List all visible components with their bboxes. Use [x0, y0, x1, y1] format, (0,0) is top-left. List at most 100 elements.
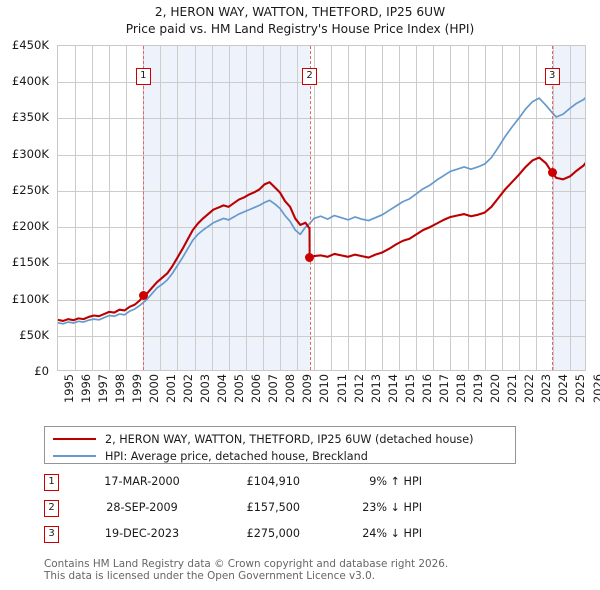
x-axis-tick-label: 2015 — [402, 374, 417, 403]
sale-marker-label-1[interactable]: 1 — [135, 68, 151, 85]
x-axis-tick-label: 2003 — [198, 374, 213, 403]
sale-marker-label-2[interactable]: 2 — [302, 68, 318, 85]
transaction-index-badge[interactable]: 1 — [44, 474, 59, 491]
transaction-hpi-delta: 23% ↓ HPI — [362, 501, 422, 514]
gridline-vertical — [229, 46, 230, 370]
legend-item-2: HPI: Average price, detached house, Brec… — [45, 449, 515, 463]
gridline-vertical — [433, 46, 434, 370]
page-subtitle: Price paid vs. HM Land Registry's House … — [125, 22, 475, 36]
x-axis-tick-label: 2024 — [556, 374, 571, 403]
gridline-vertical — [331, 46, 332, 370]
gridline-vertical — [160, 46, 161, 370]
gridline-horizontal — [58, 227, 585, 228]
x-axis-tick-label: 2014 — [385, 374, 400, 403]
gridline-horizontal — [58, 155, 585, 156]
y-axis-tick-label: £350K — [11, 110, 49, 125]
y-axis-tick-label: £150K — [11, 255, 49, 270]
x-axis-tick-label: 2019 — [471, 374, 486, 403]
x-axis-tick-label: 2009 — [300, 374, 315, 403]
x-axis-tick-label: 2000 — [146, 374, 161, 403]
series-price-paid — [58, 156, 585, 322]
page-title: 2, HERON WAY, WATTON, THETFORD, IP25 6UW — [154, 5, 446, 19]
x-axis-tick-label: 2008 — [283, 374, 298, 403]
y-axis-tick-label: £100K — [11, 291, 49, 306]
transaction-index-badge[interactable]: 2 — [44, 500, 59, 517]
gridline-vertical — [212, 46, 213, 370]
legend-line-swatch-icon — [53, 438, 96, 440]
sale-marker-label-3[interactable]: 3 — [544, 68, 560, 85]
x-axis-tick-label: 2025 — [573, 374, 588, 403]
x-axis-tick-label: 2012 — [351, 374, 366, 403]
transaction-hpi-delta: 9% ↑ HPI — [369, 475, 422, 488]
x-axis-tick-label: 1998 — [112, 374, 127, 403]
series-lines — [58, 96, 585, 325]
series-hpi — [58, 96, 585, 325]
x-axis-tick-label: 1997 — [95, 374, 110, 403]
marker-vline-2 — [309, 46, 311, 370]
x-axis-tick-label: 2018 — [453, 374, 468, 403]
gridline-vertical — [246, 46, 247, 370]
x-axis-tick-label: 2010 — [317, 374, 332, 403]
transaction-date: 19-DEC-2023 — [104, 527, 180, 540]
y-axis-tick-label: £450K — [11, 38, 49, 52]
transaction-index-badge[interactable]: 3 — [44, 526, 59, 543]
x-axis-tick-label: 2006 — [249, 374, 264, 403]
x-axis-tick-label: 2026 — [590, 374, 600, 403]
sale-marker-dot-2[interactable] — [305, 253, 315, 263]
footer-line-1: Contains HM Land Registry data © Crown c… — [44, 558, 449, 570]
gridline-horizontal — [58, 82, 585, 83]
gridline-vertical — [553, 46, 554, 370]
gridline-vertical — [348, 46, 349, 370]
title-block: 2, HERON WAY, WATTON, THETFORD, IP25 6UW… — [0, 4, 600, 38]
gridline-horizontal — [58, 263, 585, 264]
sale-marker-dot-3[interactable] — [547, 168, 557, 178]
x-axis-tick-label: 1999 — [129, 374, 144, 403]
gridline-vertical — [536, 46, 537, 370]
gridline-vertical — [468, 46, 469, 370]
gridline-vertical — [195, 46, 196, 370]
gridline-vertical — [297, 46, 298, 370]
gridline-vertical — [485, 46, 486, 370]
gridline-vertical — [450, 46, 451, 370]
sale-marker-dot-1[interactable] — [138, 291, 148, 301]
table-row: 1 17-MAR-2000 £104,910 9% ↑ HPI — [44, 472, 464, 498]
gridline-horizontal — [58, 336, 585, 337]
gridline-vertical — [75, 46, 76, 370]
x-axis-tick-label: 2001 — [163, 374, 178, 403]
x-axis-tick-label: 2022 — [522, 374, 537, 403]
gridline-vertical — [263, 46, 264, 370]
chart-legend: 2, HERON WAY, WATTON, THETFORD, IP25 6UW… — [44, 426, 516, 464]
gridline-vertical — [382, 46, 383, 370]
gridline-horizontal — [58, 191, 585, 192]
x-axis-tick-label: 2002 — [180, 374, 195, 403]
y-axis-tick-label: £300K — [11, 146, 49, 161]
x-axis-tick-label: 2023 — [539, 374, 554, 403]
x-axis-tick-label: 2020 — [488, 374, 503, 403]
y-axis: £0 £50K £100K £150K £200K £250K £300K £350K £400… — [0, 0, 53, 590]
legend-line-swatch-icon — [53, 455, 96, 457]
marker-vline-1 — [143, 46, 145, 370]
gridline-vertical — [502, 46, 503, 370]
shaded-band-1 — [143, 46, 310, 370]
x-axis-tick-label: 2004 — [215, 374, 230, 403]
gridline-vertical — [126, 46, 127, 370]
gridline-vertical — [314, 46, 315, 370]
x-axis-tick-label: 2021 — [505, 374, 520, 403]
transaction-date: 17-MAR-2000 — [104, 475, 180, 488]
gridline-vertical — [177, 46, 178, 370]
x-axis-tick-label: 1996 — [78, 374, 93, 403]
gridline-horizontal — [58, 300, 585, 301]
x-axis-tick-label: 2013 — [368, 374, 383, 403]
transaction-price: £157,500 — [246, 501, 300, 514]
y-axis-tick-label: £250K — [11, 182, 49, 197]
legend-item-1: 2, HERON WAY, WATTON, THETFORD, IP25 6UW… — [45, 432, 515, 446]
table-row: 2 28-SEP-2009 £157,500 23% ↓ HPI — [44, 498, 464, 524]
x-axis-tick-label: 2007 — [266, 374, 281, 403]
gridline-vertical — [519, 46, 520, 370]
footer-line-2: This data is licensed under the Open Gov… — [44, 570, 376, 582]
transaction-date: 28-SEP-2009 — [106, 501, 178, 514]
footer-attribution: Contains HM Land Registry data © Crown c… — [44, 558, 574, 582]
y-axis-tick-label: £50K — [19, 327, 49, 342]
x-axis-tick-label: 2017 — [436, 374, 451, 403]
gridline-vertical — [416, 46, 417, 370]
